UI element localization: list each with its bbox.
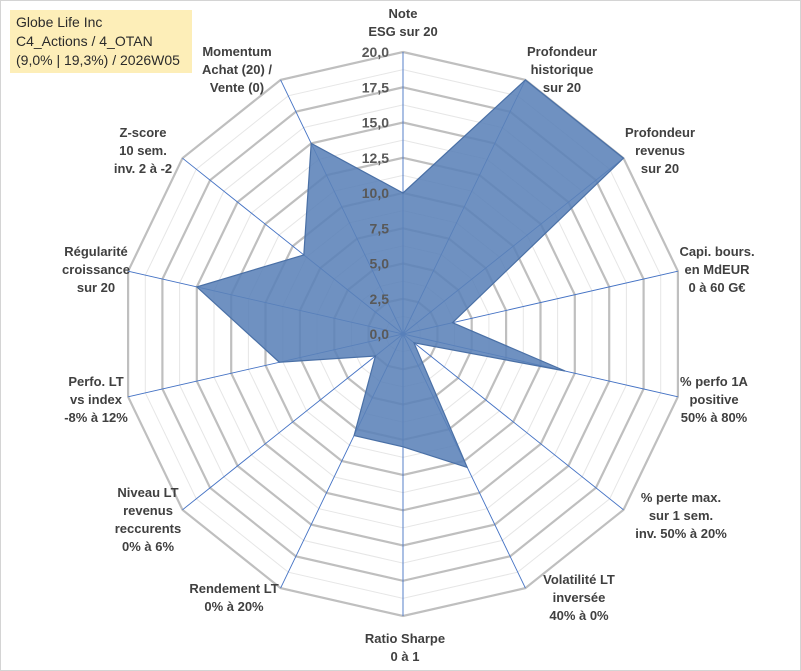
axis-label: Z-score 10 sem. inv. 2 à -2	[114, 125, 172, 176]
company-name: Globe Life Inc	[16, 14, 103, 30]
axis-label-line: 50% à 80%	[681, 410, 748, 425]
axis-label-line: en MdEUR	[685, 262, 751, 277]
axis-label-line: Volatilité LT	[543, 572, 615, 587]
tick-label: 17,5	[362, 79, 389, 95]
axis-label-line: Momentum	[202, 44, 271, 59]
axis-label-line: 10 sem.	[119, 143, 167, 158]
tick-label: 2,5	[370, 291, 390, 307]
axis-label-line: Profondeur	[527, 44, 597, 59]
axis-label-line: revenus	[123, 503, 173, 518]
axis-label-line: Régularité	[64, 244, 128, 259]
tick-label: 20,0	[362, 44, 389, 60]
axis-label: Rendement LT 0% à 20%	[189, 581, 278, 614]
radar-tick-labels: 0,0 2,5 5,0 7,5 10,0 12,5 15,0 17,5 20,0	[362, 44, 389, 342]
axis-label-line: Capi. bours.	[679, 244, 754, 259]
axis-label: Perfo. LT vs index -8% à 12%	[64, 374, 128, 425]
axis-label-line: positive	[689, 392, 738, 407]
axis-label-line: 0 à 60 G€	[688, 280, 745, 295]
axis-label: Profondeur historique sur 20	[527, 44, 597, 95]
axis-label: Note ESG sur 20	[368, 6, 437, 39]
axis-label-line: 40% à 0%	[549, 608, 609, 623]
week-stats: (9,0% | 19,3%) / 2026W05	[16, 52, 180, 68]
axis-label-line: sur 20	[77, 280, 115, 295]
axis-label-line: sur 20	[543, 80, 581, 95]
axis-label-line: Z-score	[120, 125, 167, 140]
axis-label-line: Vente (0)	[210, 80, 264, 95]
axis-label-line: % perfo 1A	[680, 374, 749, 389]
axis-label: Niveau LT revenus reccurents 0% à 6%	[115, 485, 181, 554]
tick-label: 7,5	[370, 220, 390, 236]
radar-series-area	[195, 79, 625, 469]
axis-label-line: Ratio Sharpe	[365, 631, 445, 646]
tick-label: 15,0	[362, 115, 389, 131]
radar-series	[195, 79, 625, 469]
axis-label-line: sur 20	[641, 161, 679, 176]
axis-label: Momentum Achat (20) / Vente (0)	[202, 44, 272, 95]
axis-label-line: sur 1 sem.	[649, 508, 713, 523]
axis-label-line: Note	[389, 6, 418, 21]
tick-label: 5,0	[370, 256, 390, 272]
axis-label-line: Niveau LT	[117, 485, 178, 500]
axis-label-line: inv. 2 à -2	[114, 161, 172, 176]
axis-label-line: ESG sur 20	[368, 24, 437, 39]
axis-label-line: croissance	[62, 262, 130, 277]
axis-label-line: 0% à 20%	[204, 599, 264, 614]
tick-label: 12,5	[362, 150, 389, 166]
tick-label: 10,0	[362, 185, 389, 201]
axis-label-line: Achat (20) /	[202, 62, 272, 77]
axis-label-line: 0 à 1	[391, 649, 420, 664]
axis-label-line: inversée	[553, 590, 606, 605]
axis-label-line: historique	[531, 62, 594, 77]
axis-label-line: % perte max.	[641, 490, 721, 505]
axis-label: % perte max. sur 1 sem. inv. 50% à 20%	[635, 490, 727, 541]
axis-label-line: Profondeur	[625, 125, 695, 140]
radar-axis-labels: Note ESG sur 20 Profondeur historique sur 20…	[62, 6, 755, 664]
axis-label-line: vs index	[70, 392, 123, 407]
axis-label-line: Rendement LT	[189, 581, 278, 596]
axis-label: Régularité croissance sur 20	[62, 244, 130, 295]
portfolio-path: C4_Actions / 4_OTAN	[16, 33, 153, 49]
axis-label-line: inv. 50% à 20%	[635, 526, 727, 541]
radar-spoke	[182, 333, 404, 511]
axis-label: Ratio Sharpe 0 à 1	[365, 631, 445, 664]
axis-label: % perfo 1A positive 50% à 80%	[680, 374, 749, 425]
axis-label-line: reccurents	[115, 521, 181, 536]
tick-label: 0,0	[370, 326, 390, 342]
axis-label-line: revenus	[635, 143, 685, 158]
axis-label-line: -8% à 12%	[64, 410, 128, 425]
chart-title-box: Globe Life Inc C4_Actions / 4_OTAN (9,0%…	[10, 10, 192, 73]
axis-label: Volatilité LT inversée 40% à 0%	[543, 572, 615, 623]
axis-label: Capi. bours. en MdEUR 0 à 60 G€	[679, 244, 754, 295]
axis-label-line: Perfo. LT	[68, 374, 123, 389]
axis-label-line: 0% à 6%	[122, 539, 174, 554]
radar-spoke	[402, 333, 624, 511]
axis-label: Profondeur revenus sur 20	[625, 125, 695, 176]
